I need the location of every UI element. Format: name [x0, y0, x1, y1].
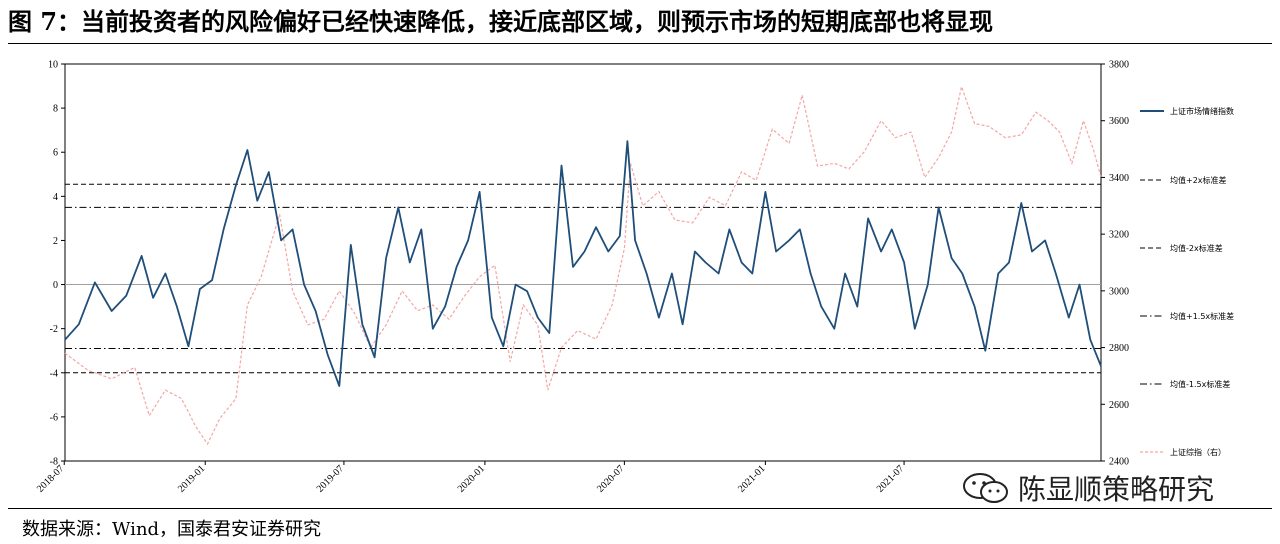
y-right-tick-label: 2800 [1109, 343, 1129, 354]
source-note: 数据来源：Wind，国泰君安证券研究 [22, 519, 322, 540]
y-left-tick-label: 4 [53, 192, 58, 203]
line-chart: 10 8 6 4 2 0 -2 -4 -6 -8 3800 3600 3400 3200 3000 2800 2… [35, 60, 1234, 495]
y-right-tick-label: 3400 [1109, 173, 1129, 184]
x-tick-label: 2019-01 [176, 463, 207, 494]
y-left-tick-label: 8 [53, 104, 58, 115]
series-line-index [64, 84, 1102, 446]
legend-label-4: 均值-1.5x标准差 [1170, 379, 1230, 389]
x-tick-label: 2019-07 [315, 463, 346, 494]
y-left-tick-label: -8 [50, 457, 58, 468]
series-line-sentiment [64, 140, 1102, 387]
x-tick-label: 2021-07 [875, 463, 906, 494]
y-right-tick-label: 3000 [1109, 286, 1129, 297]
y-right-tick-label: 3800 [1109, 60, 1129, 71]
x-tick-label: 2018-07 [35, 463, 66, 494]
x-tick-label: 2021-01 [736, 463, 767, 494]
y-left-tick-label: -2 [50, 324, 58, 335]
y-left-tick-label: -6 [50, 412, 58, 423]
y-right-tick-label: 2600 [1109, 400, 1129, 411]
figure-title: 图 7：当前投资者的风险偏好已经快速降低，接近底部区域，则预示市场的短期底部也将… [8, 7, 994, 36]
legend-label-3: 均值+1.5x标准差 [1170, 311, 1234, 321]
title-rule [8, 43, 1272, 44]
y-left-tick-label: 0 [53, 280, 58, 291]
y-left-tick-label: 10 [48, 60, 58, 71]
watermark: 陈显顺策略研究 [960, 468, 1214, 508]
legend-label-5: 上证综指（右） [1170, 447, 1226, 457]
wechat-icon [963, 473, 1008, 503]
y-left-tick-label: 6 [53, 148, 58, 159]
legend-label-0: 上证市场情绪指数 [1170, 106, 1234, 116]
legend-label-1: 均值+2x标准差 [1170, 175, 1227, 185]
y-right-tick-label: 3200 [1109, 230, 1129, 241]
x-tick-label: 2020-01 [456, 463, 487, 494]
source-rule [8, 508, 1272, 509]
y-right-tick-label: 3600 [1109, 116, 1129, 127]
x-tick-label: 2020-07 [595, 463, 626, 494]
plot-frame [64, 63, 1102, 462]
y-left-tick-label: -4 [50, 368, 58, 379]
y-left-tick-label: 2 [53, 236, 58, 247]
watermark-text: 陈显顺策略研究 [1018, 473, 1215, 506]
legend-label-2: 均值-2x标准差 [1170, 243, 1223, 253]
y-right-tick-label: 2400 [1109, 457, 1129, 468]
